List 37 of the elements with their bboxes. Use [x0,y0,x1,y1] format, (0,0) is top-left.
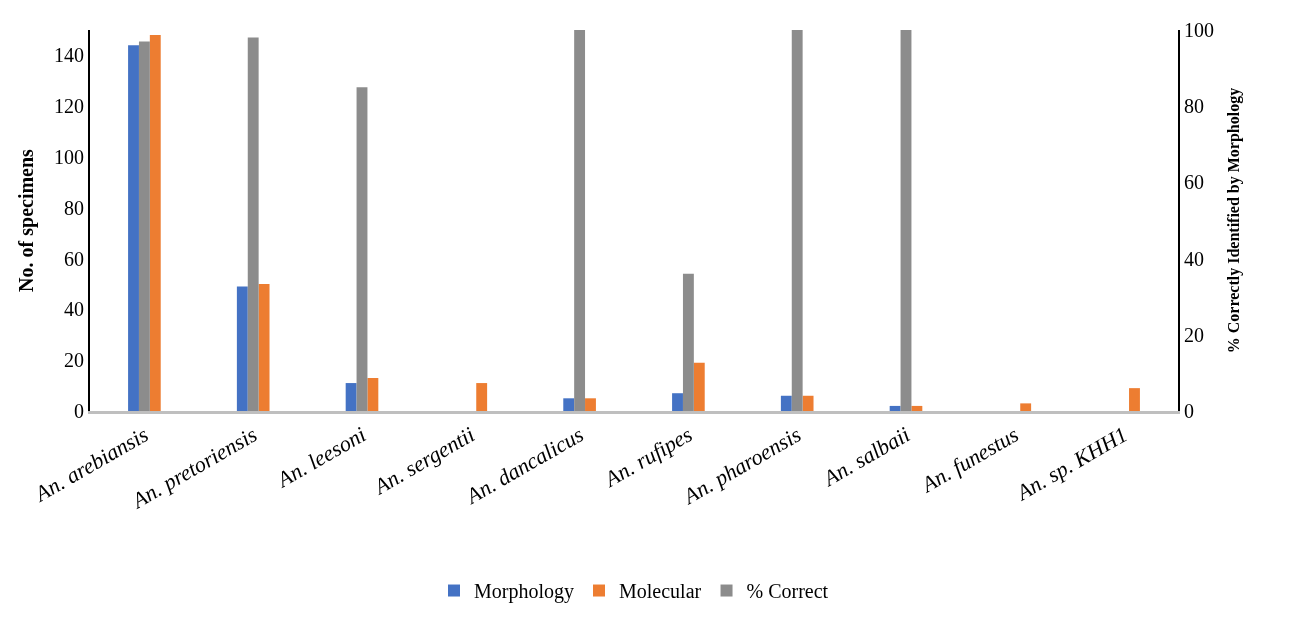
y-tick-label: 100 [54,146,84,168]
y-tick-label: 40 [64,298,84,321]
y2-tick-label: 40 [1184,247,1204,270]
legend-label: Morphology [474,580,574,604]
y-tick-label: 120 [54,95,84,118]
bar [780,395,792,411]
bar [585,398,596,411]
y-tick-label: 60 [64,247,84,270]
bar [802,395,814,411]
y-tick-label: 0 [74,400,84,422]
bar [1020,403,1032,411]
bar [791,30,803,411]
bar [247,37,259,411]
bar [476,383,488,411]
bar [672,393,683,411]
y2-tick-label: 20 [1184,323,1204,346]
bar [563,398,575,411]
legend-label: % Correct [746,580,829,603]
bar [889,405,901,411]
y2-tick-label: 100 [1184,19,1214,41]
legend-label: Molecular [619,580,702,603]
y-tick-label: 80 [64,196,84,219]
bar [1129,388,1140,411]
y2-axis-title: % Correctly Identified by Morphology [1225,87,1244,354]
y2-tick-label: 60 [1184,171,1204,194]
bar [345,383,357,411]
bar [900,30,912,411]
bar [356,87,368,411]
bar [574,30,586,411]
bar [682,273,694,411]
y-tick-label: 20 [64,349,84,372]
bar [911,405,923,411]
y-tick-label: 140 [54,44,84,67]
y2-tick-label: 0 [1184,400,1194,422]
y2-tick-label: 80 [1184,95,1204,118]
y-axis-title: No. of specimens [15,148,38,292]
bar [367,377,379,411]
